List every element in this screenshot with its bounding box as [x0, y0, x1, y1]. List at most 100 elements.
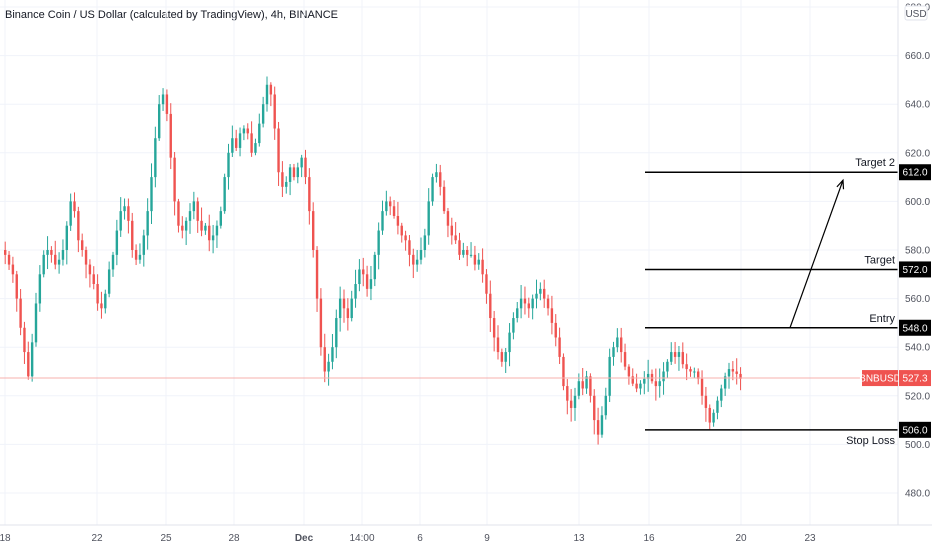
candle-body [720, 388, 723, 401]
candle-body [496, 337, 500, 353]
candle-body [138, 254, 142, 260]
candle-body [631, 376, 634, 384]
symbol-tag-text: BNBUSD [859, 374, 901, 385]
price-tick-label: 660.0 [905, 51, 930, 62]
candle-body [173, 157, 176, 202]
candle-body [700, 378, 704, 396]
candle-body [169, 113, 172, 158]
price-tick-label: 480.0 [905, 489, 930, 500]
candle-body [358, 269, 361, 285]
candle-body [373, 254, 376, 280]
candle-body [242, 128, 246, 134]
time-tick-label: 28 [228, 533, 240, 544]
candle-body [477, 259, 480, 265]
candle-body [238, 133, 242, 148]
current-price-tag-text: 527.3 [902, 374, 927, 385]
time-tick-label: 23 [804, 533, 816, 544]
candle-body [704, 395, 708, 408]
candle-body [446, 211, 450, 226]
candle-body [550, 308, 554, 323]
candle-body [123, 206, 126, 212]
candle-body [492, 318, 496, 338]
candle-body [362, 269, 365, 275]
level-price-tag [899, 261, 931, 278]
candle-body [188, 211, 192, 221]
candle-body [404, 235, 407, 241]
candle-body [50, 250, 53, 255]
candle-body [335, 318, 338, 348]
candle-body [581, 381, 584, 389]
candle-body [516, 308, 519, 319]
price-tick-label: 540.0 [905, 343, 930, 354]
level-price-tag-text: 548.0 [902, 323, 927, 334]
time-axis[interactable]: 18 22 25 28 Dec 14:00 6 9 13 16 20 23 [0, 533, 816, 544]
candle-body [73, 201, 76, 212]
candle-body [223, 177, 226, 212]
candle-body [300, 157, 303, 168]
price-tick-label: 620.0 [905, 148, 930, 159]
candle-body [331, 347, 334, 362]
candle-body [543, 288, 546, 299]
time-tick-label: Dec [295, 533, 314, 544]
price-tick-label: 580.0 [905, 246, 930, 257]
candle-body [196, 201, 199, 221]
level-price-tag [899, 164, 931, 181]
candle-body [573, 395, 577, 408]
candle-body [154, 138, 157, 178]
price-levels: Target 2 Target Entry Stop Loss [0, 157, 898, 447]
level-label: Target [864, 254, 895, 266]
candle-body [261, 104, 265, 124]
candle-body [158, 104, 161, 139]
price-tick-label: 500.0 [905, 440, 930, 451]
candle-body [708, 407, 711, 423]
candle-body [450, 225, 453, 236]
candle-body [61, 250, 65, 260]
level-price-tag [899, 421, 931, 438]
candlestick-series [4, 76, 742, 445]
candle-body [639, 383, 642, 389]
candle-body [77, 211, 80, 241]
candle-body [431, 177, 434, 202]
candle-body [365, 274, 369, 289]
candle-body [712, 412, 715, 423]
time-tick-label: 14:00 [349, 533, 374, 544]
candle-body [288, 167, 292, 182]
candle-body [323, 347, 326, 372]
candle-body [104, 293, 107, 309]
candle-body [527, 303, 530, 309]
candle-body [7, 254, 11, 265]
candle-body [616, 337, 619, 348]
candle-body [204, 225, 207, 231]
candle-body [292, 167, 296, 178]
candle-body [92, 274, 95, 285]
candle-body [377, 230, 380, 255]
candle-body [723, 376, 727, 389]
price-tags: 612.0 572.0 548.0 506.0 BNBUSD 527.3 [859, 164, 931, 438]
level-label: Entry [869, 313, 895, 325]
time-tick-label: 13 [573, 533, 585, 544]
candle-body [385, 201, 388, 212]
candle-body [435, 172, 438, 178]
level-price-tag [899, 319, 931, 336]
candle-body [500, 352, 504, 362]
level-label: Stop Loss [846, 435, 895, 447]
candle-body [670, 352, 673, 362]
arrow-shaft [789, 180, 844, 328]
candle-body [231, 138, 234, 153]
candle-body [54, 254, 57, 265]
candle-body [531, 298, 534, 309]
candle-body [269, 84, 273, 95]
level-price-tag-text: 572.0 [902, 265, 927, 276]
candle-body [604, 395, 607, 416]
candle-body [600, 415, 604, 435]
candle-body [608, 356, 611, 396]
candle-body [354, 284, 357, 299]
candle-body [392, 206, 396, 216]
candle-body [46, 250, 49, 255]
candle-body [481, 259, 484, 275]
candle-body [57, 259, 61, 265]
candle-body [319, 298, 323, 348]
candle-body [19, 298, 22, 328]
candle-body [620, 337, 623, 353]
